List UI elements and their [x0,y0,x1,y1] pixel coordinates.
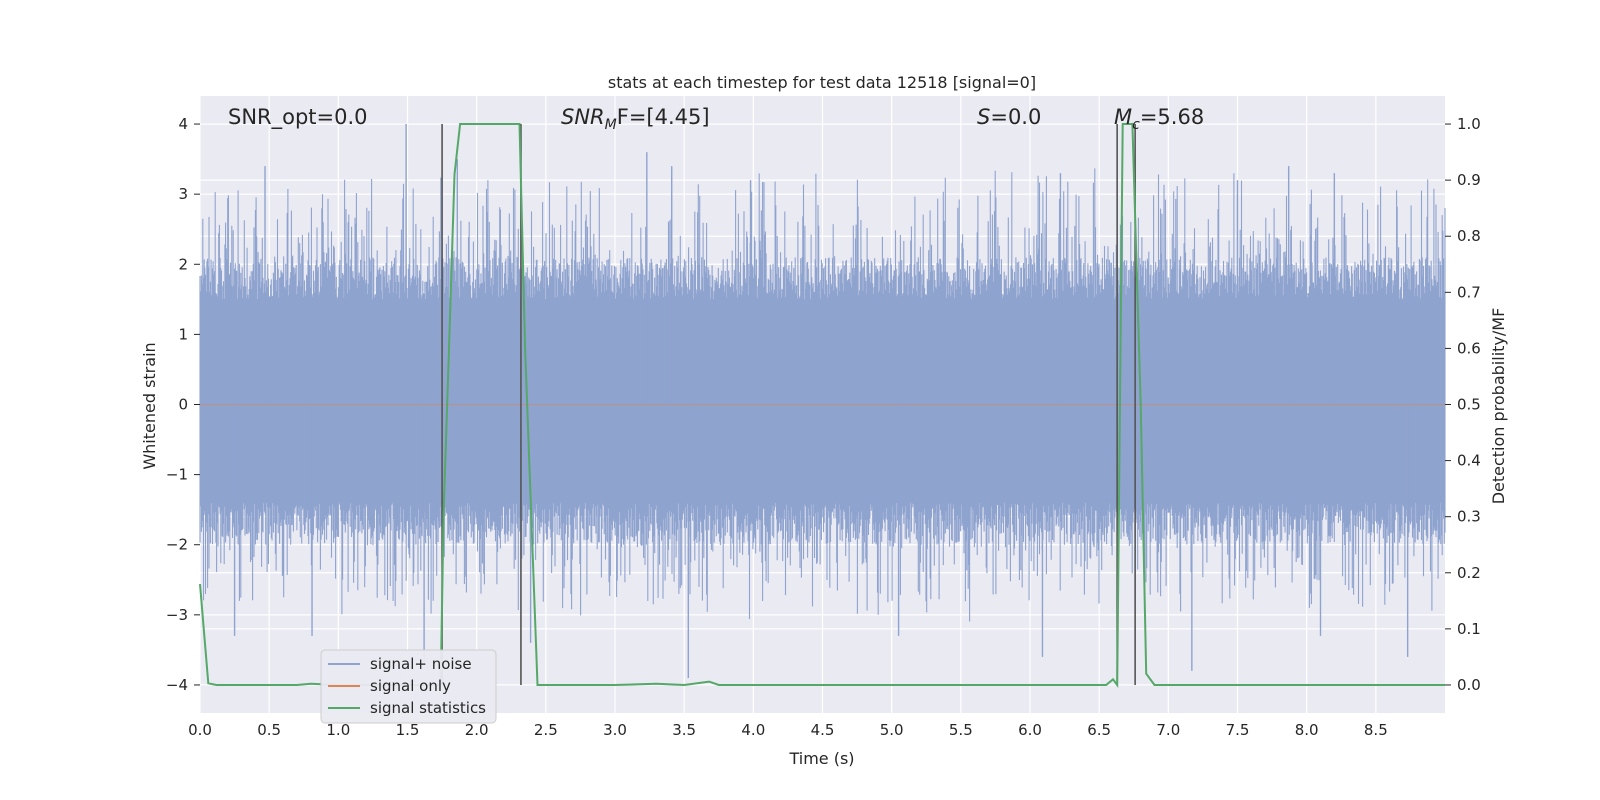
y-tick-label-right: 0.2 [1457,564,1481,582]
annotation-snr-opt: SNR_opt=0.0 [228,105,368,130]
y-tick-label-right: 0.8 [1457,227,1481,245]
x-tick-label: 6.5 [1087,721,1111,739]
annotation-mc-label: M [1114,105,1132,129]
y-tick-label-left: −2 [166,536,188,554]
x-tick-label: 7.5 [1226,721,1250,739]
y-tick-label-right: 0.5 [1457,396,1481,414]
y-tick-label-left: −3 [166,606,188,624]
y-tick-label-left: 1 [178,325,188,343]
y-tick-label-left: 2 [178,255,188,273]
x-tick-label: 4.0 [741,721,765,739]
y-axis-label-right: Detection probability/MF [1489,308,1508,505]
x-tick-label: 0.5 [257,721,281,739]
y-tick-label-left: 4 [178,115,188,133]
noise-band [199,168,1446,622]
x-tick-label: 0.0 [188,721,212,739]
x-tick-label: 8.0 [1295,721,1319,739]
x-tick-label: 2.0 [465,721,489,739]
x-tick-label: 3.0 [603,721,627,739]
annotation-mc-sub: c [1132,117,1140,133]
x-tick-label: 3.5 [672,721,696,739]
legend-label-signal: signal only [370,677,451,695]
y-tick-label-right: 0.6 [1457,339,1481,357]
legend-label-stats: signal statistics [370,699,486,717]
annotation-s-label: S [977,105,990,129]
annotation-snr-mf-base: SNR [561,105,605,129]
y-tick-label-right: 0.1 [1457,620,1481,638]
annotation-s-value: =0.0 [990,105,1041,129]
x-tick-label: 7.0 [1156,721,1180,739]
chart-title: stats at each timestep for test data 125… [608,73,1036,92]
annotation-mc-value: =5.68 [1140,105,1204,129]
annotation-snr-mf: SNRMF=[4.45] [561,105,710,133]
x-tick-label: 5.5 [949,721,973,739]
x-tick-label: 1.5 [396,721,420,739]
annotation-mc: Mc=5.68 [1114,105,1204,133]
y-tick-label-right: 0.0 [1457,676,1481,694]
y-tick-label-right: 1.0 [1457,115,1481,133]
x-tick-label: 5.0 [880,721,904,739]
y-tick-label-left: 0 [178,396,188,414]
x-tick-label: 8.5 [1364,721,1388,739]
signal-noise-series [199,124,1446,678]
y-tick-label-right: 0.7 [1457,283,1481,301]
annotation-s: S=0.0 [977,105,1041,129]
y-tick-label-left: −4 [166,676,188,694]
y-tick-label-right: 0.3 [1457,508,1481,526]
x-tick-label: 2.5 [534,721,558,739]
y-axis-label-left: Whitened strain [140,342,159,469]
y-tick-label-right: 0.9 [1457,171,1481,189]
y-tick-label-left: 3 [178,185,188,203]
annotation-snr-mf-sub: M [605,117,617,133]
x-tick-label: 1.0 [326,721,350,739]
y-tick-label-right: 0.4 [1457,452,1481,470]
annotation-snr-mf-rest: F=[4.45] [617,105,710,129]
x-axis-label: Time (s) [788,749,854,768]
y-tick-label-left: −1 [166,466,188,484]
x-tick-label: 4.5 [811,721,835,739]
ticks: 0.0 0.5 1.0 1.5 2.0 2.5 3.0 3.5 4.0 4.5 5.0 5.5 6.0 6… [166,115,1481,739]
legend-box [320,649,497,724]
x-tick-label: 6.0 [1018,721,1042,739]
legend-label-noise: signal+ noise [370,655,472,673]
legend: signal+ noise signal only signal statist… [320,649,497,724]
